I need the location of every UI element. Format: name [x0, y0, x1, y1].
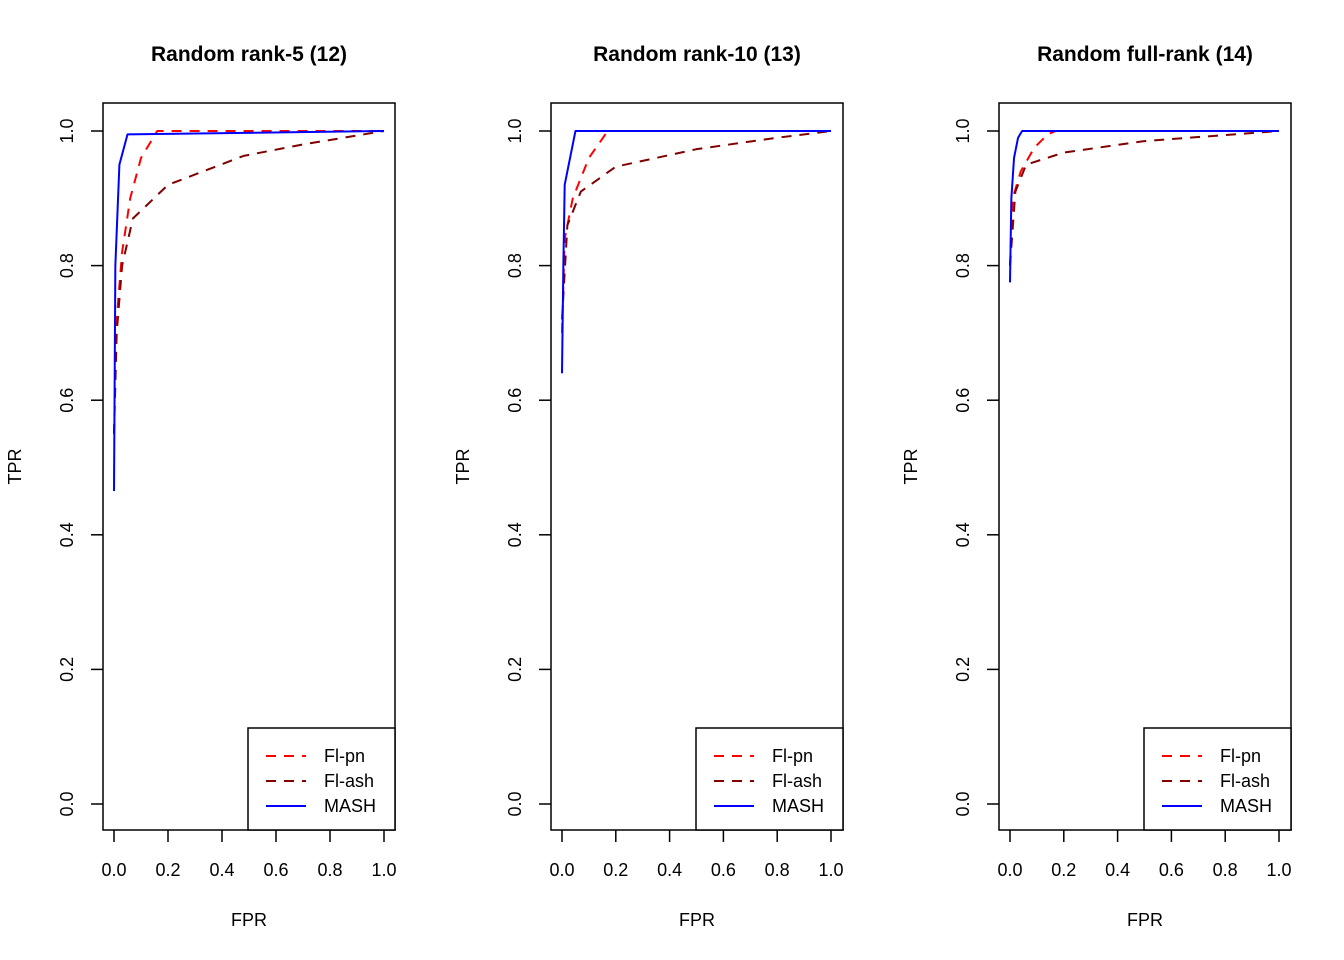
x-tick-label: 0.6	[263, 860, 288, 880]
series-line-fl-pn	[1009, 130, 1279, 266]
chart-title: Random rank-5 (12)	[151, 43, 347, 66]
x-tick-label: 0.2	[603, 860, 628, 880]
legend-box	[695, 727, 844, 831]
y-tick-label: 0.4	[505, 522, 525, 547]
y-tick-label: 0.6	[505, 388, 525, 413]
x-tick-label: 0.4	[657, 860, 682, 880]
legend-label: Fl-ash	[1220, 771, 1270, 791]
series-group	[113, 130, 385, 492]
y-axis-label: TPR	[5, 448, 25, 484]
legend-label: Fl-pn	[772, 746, 813, 766]
legend-label: MASH	[324, 796, 376, 816]
legend-label: Fl-pn	[1220, 746, 1261, 766]
y-tick-label: 0.6	[57, 388, 77, 413]
legend-label: MASH	[1220, 796, 1272, 816]
series-group	[561, 130, 832, 374]
y-tick-label: 0.8	[505, 253, 525, 278]
series-line-fl-ash	[561, 130, 832, 320]
chart-title: Random full-rank (14)	[1037, 43, 1253, 66]
x-tick-label: 0.6	[711, 860, 736, 880]
x-tick-label: 0.8	[317, 860, 342, 880]
chart-title: Random rank-10 (13)	[593, 43, 801, 66]
legend-label: Fl-ash	[772, 771, 822, 791]
x-tick-label: 1.0	[371, 860, 396, 880]
y-tick-label: 0.6	[953, 388, 973, 413]
y-tick-label: 0.2	[505, 657, 525, 682]
y-tick-label: 0.2	[953, 657, 973, 682]
x-tick-label: 0.0	[549, 860, 574, 880]
x-tick-label: 0.2	[155, 860, 180, 880]
y-tick-label: 0.4	[57, 522, 77, 547]
legend-label: MASH	[772, 796, 824, 816]
y-tick-label: 1.0	[505, 118, 525, 143]
y-tick-label: 1.0	[57, 118, 77, 143]
y-tick-label: 0.0	[953, 791, 973, 816]
legend: Fl-pn Fl-ash MASH	[247, 727, 396, 831]
chart-panel-2: Random rank-10 (13) 0.0 0.2 0.4 0.6 0.8 1.0 FPR…	[453, 43, 844, 930]
chart-panel-3: Random full-rank (14) 0.0 0.2 0.4 0.6 0.8 1.0 F…	[901, 43, 1292, 930]
series-line-mash	[113, 130, 385, 492]
y-tick-label: 1.0	[953, 118, 973, 143]
x-tick-label: 0.8	[765, 860, 790, 880]
legend-label: Fl-pn	[324, 746, 365, 766]
y-axis-label: TPR	[901, 448, 921, 484]
series-line-mash	[561, 130, 831, 374]
series-group	[1009, 130, 1280, 283]
x-tick-label: 0.8	[1213, 860, 1238, 880]
x-tick-label: 0.0	[997, 860, 1022, 880]
legend-box	[1143, 727, 1292, 831]
y-tick-label: 0.8	[953, 253, 973, 278]
x-tick-label: 0.2	[1051, 860, 1076, 880]
legend: Fl-pn Fl-ash MASH	[695, 727, 844, 831]
series-line-fl-pn	[561, 130, 831, 333]
plot-frame	[998, 102, 1292, 831]
chart-panel-1: Random rank-5 (12) 0.0 0.2 0.4 0.6 0.8 1.0 FPR 0…	[5, 43, 397, 930]
plot-frame	[102, 102, 396, 831]
x-tick-label: 1.0	[1266, 860, 1291, 880]
x-tick-label: 0.6	[1159, 860, 1184, 880]
plot-frame	[550, 102, 844, 831]
x-tick-label: 1.0	[818, 860, 843, 880]
y-axis-label: TPR	[453, 448, 473, 484]
series-line-fl-pn	[113, 130, 384, 434]
legend-label: Fl-ash	[324, 771, 374, 791]
x-tick-label: 0.0	[101, 860, 126, 880]
legend: Fl-pn Fl-ash MASH	[1143, 727, 1292, 831]
x-tick-label: 0.4	[1105, 860, 1130, 880]
x-axis-label: FPR	[1127, 910, 1163, 930]
x-axis-label: FPR	[679, 910, 715, 930]
y-tick-label: 0.0	[505, 791, 525, 816]
series-line-fl-ash	[113, 130, 385, 434]
series-line-fl-ash	[1009, 130, 1280, 266]
y-tick-label: 0.8	[57, 253, 77, 278]
legend-box	[247, 727, 396, 831]
series-line-mash	[1009, 130, 1279, 283]
y-tick-label: 0.2	[57, 657, 77, 682]
x-tick-label: 0.4	[209, 860, 234, 880]
y-tick-label: 0.0	[57, 791, 77, 816]
y-tick-label: 0.4	[953, 522, 973, 547]
x-axis-label: FPR	[231, 910, 267, 930]
